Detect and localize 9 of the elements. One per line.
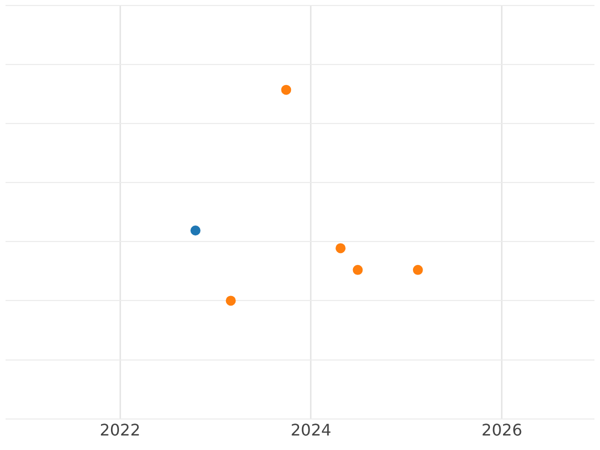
point	[352, 264, 363, 275]
point	[190, 225, 200, 236]
x-tick-label: 2024	[290, 420, 332, 440]
point	[226, 296, 236, 306]
x-tick-label: 2026	[482, 420, 522, 440]
point	[281, 84, 292, 95]
point	[412, 264, 423, 275]
x-tick-label: 2022	[100, 420, 140, 440]
point	[336, 243, 346, 254]
